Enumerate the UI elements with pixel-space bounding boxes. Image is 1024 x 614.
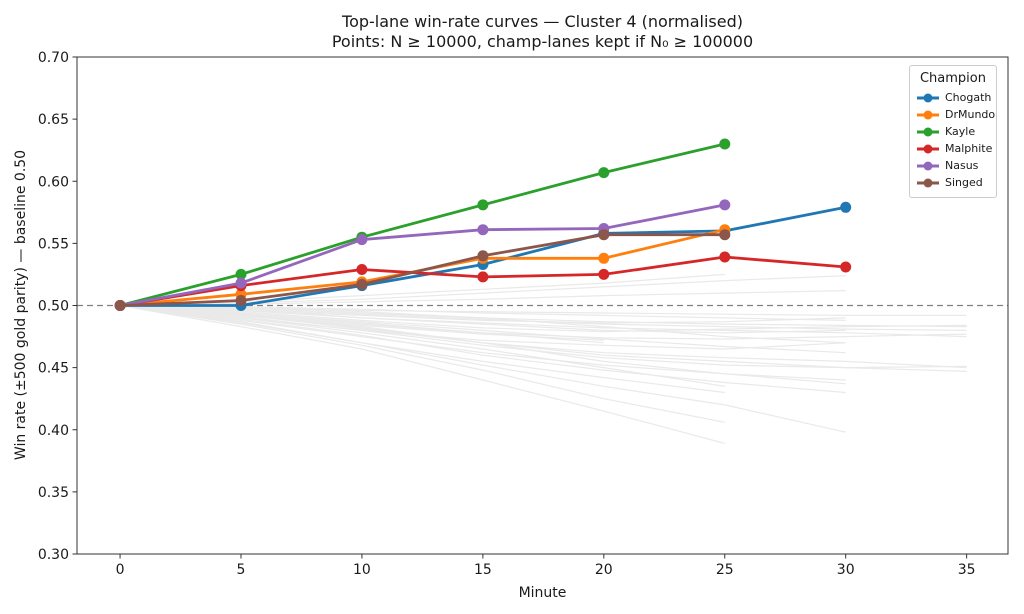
y-axis-label: Win rate (±500 gold parity) — baseline 0… [13,149,29,461]
data-point-marker [356,264,368,275]
x-tick-label: 30 [837,562,855,578]
data-point-marker [114,300,126,311]
legend-line-marker-icon [917,144,939,153]
background-series-line [120,304,846,433]
legend-entry-nasus: Nasus [916,157,990,174]
background-series-line [120,304,725,387]
x-tick-label: 0 [116,562,125,578]
data-point-marker [840,201,852,213]
legend-label: Singed [945,176,983,189]
data-point-marker [598,252,610,264]
background-series-line [120,304,967,316]
series-group [114,138,852,311]
data-point-marker [356,234,368,246]
x-tick-label: 10 [353,562,371,578]
x-tick-label: 15 [474,562,492,578]
background-series-line [119,304,725,444]
legend-line-marker-icon [917,161,939,170]
y-tick-label: 0.65 [38,112,69,128]
x-tick-label: 35 [958,562,976,578]
background-series-line [120,304,725,394]
series-nasus [114,199,731,311]
legend-entry-malphite: Malphite [916,140,993,157]
data-point-marker [598,268,610,280]
data-point-marker [235,295,247,306]
background-series-line [120,304,846,394]
legend: Champion Chogath DrMundo Kayle Malphite Nasu… [909,65,997,198]
y-tick-label: 0.50 [38,299,69,315]
data-point-marker [598,229,610,241]
legend-entry-kayle: Kayle [916,123,990,140]
legend-label: Malphite [945,142,993,155]
y-tick-label: 0.55 [38,236,69,252]
legend-line-marker-icon [917,178,939,187]
series-singed [114,229,731,311]
series-line-nasus [119,203,726,307]
data-point-marker [719,251,731,263]
y-tick-label: 0.35 [38,485,69,501]
data-point-marker [477,224,489,236]
data-point-marker [477,199,489,211]
legend-entry-chogath: Chogath [916,89,992,106]
data-point-marker [719,199,731,211]
y-tick-label: 0.60 [38,174,69,190]
legend-label: Kayle [945,125,976,138]
background-series-line [120,304,967,333]
y-tick-label: 0.30 [38,547,69,563]
legend-title: Champion [919,71,986,86]
series-drmundo [114,224,731,311]
data-point-marker [840,261,852,273]
series-line-singed [120,233,725,307]
x-tick-label: 20 [595,562,613,578]
data-point-marker [235,268,247,280]
chart-title: Top-lane win-rate curves — Cluster 4 (no… [342,12,743,31]
legend-entries: Chogath DrMundo Kayle Malphite Nasus Singed [916,89,995,191]
y-axis-ticks: 0.30 0.35 0.40 0.45 0.50 0.55 0.60 0.65 0.70 [38,50,77,563]
x-axis-label: Minute [518,585,567,601]
chart-subtitle: Points: N ≥ 10000, champ-lanes kept if N… [331,32,754,51]
data-point-marker [356,278,368,290]
y-tick-label: 0.40 [38,423,69,439]
series-line-kayle [119,142,726,307]
legend-label: DrMundo [945,108,996,121]
x-axis-ticks: 0 5 10 15 20 25 30 35 [116,554,976,578]
y-tick-label: 0.45 [38,361,69,377]
legend-label: Nasus [945,159,979,172]
background-series-line [120,304,604,341]
legend-entry-singed: Singed [916,174,990,191]
legend-line-marker-icon [917,93,939,102]
data-point-marker [598,167,610,179]
background-series-line [120,304,725,423]
legend-entry-drmundo: DrMundo [916,106,995,123]
legend-line-marker-icon [917,110,939,119]
y-tick-label: 0.70 [38,50,69,66]
data-point-marker [235,277,247,289]
x-tick-label: 25 [716,562,734,578]
x-tick-label: 5 [237,562,246,578]
data-point-marker [719,229,731,241]
background-series-line [120,304,967,338]
chart-title-block: Top-lane win-rate curves — Cluster 4 (no… [77,12,1008,52]
data-point-marker [477,271,489,283]
background-series-group [119,273,967,444]
data-point-marker [477,250,489,262]
background-series-line [120,304,846,354]
series-line-drmundo [119,228,726,307]
legend-line-marker-icon [917,127,939,136]
background-series-line [120,304,967,331]
data-point-marker [719,138,731,150]
legend-label: Chogath [945,91,992,104]
